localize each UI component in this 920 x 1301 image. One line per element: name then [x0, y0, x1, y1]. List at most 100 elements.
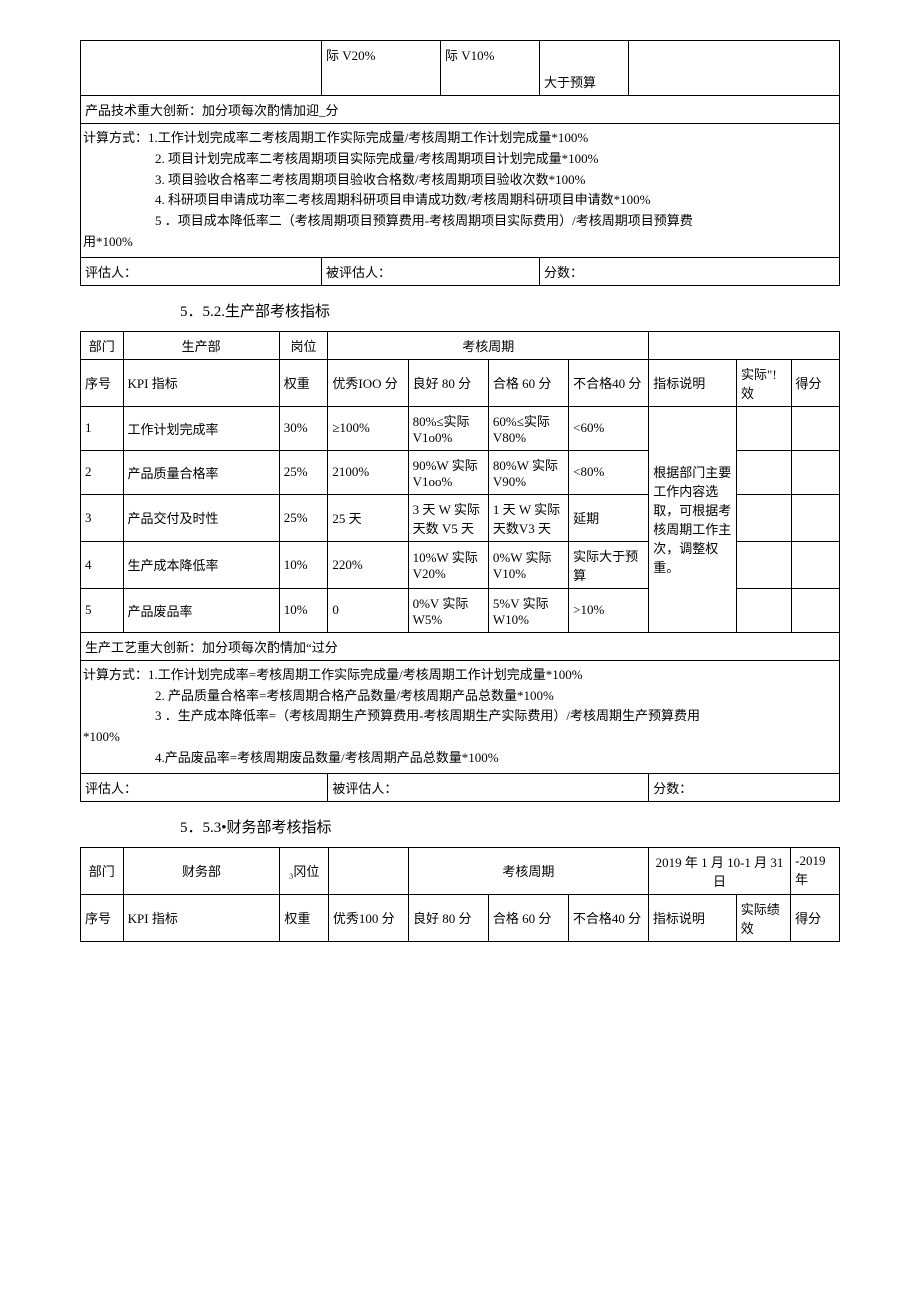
- fin-post-empty: [328, 847, 408, 894]
- prod-r2-c: 80%W 实际V90%: [488, 450, 568, 494]
- prod-r4-score: [791, 541, 839, 588]
- fin-h-score: 得分: [791, 894, 840, 941]
- fin-h-pass: 合格 60 分: [488, 894, 568, 941]
- prod-post-label: 岗位: [279, 331, 328, 359]
- prod-r2-b: 90%W 实际V1oo%: [408, 450, 488, 494]
- calc-prefix2: 计算方式：: [83, 667, 148, 682]
- fin-h-actual: 实际绩效: [736, 894, 790, 941]
- prod-h-seq: 序号: [81, 359, 124, 406]
- prod-calc4: 4.产品废品率=考核周期废品数量/考核周期产品总数量*100%: [83, 748, 837, 769]
- prod-evaluatee: 被评估人：: [328, 773, 649, 801]
- prod-h-good: 良好 80 分: [408, 359, 488, 406]
- fin-h-seq: 序号: [81, 894, 124, 941]
- prod-r5-c: 5%V 实际 W10%: [488, 588, 568, 632]
- prod-h-excellent: 优秀IOO 分: [328, 359, 408, 406]
- prod-h-score: 得分: [791, 359, 839, 406]
- fin-h-desc: 指标说明: [648, 894, 736, 941]
- fin-post-label: ₃冈位: [280, 847, 329, 894]
- prod-bonus-row: 生产工艺重大创新：加分项每次酌情加“过分: [81, 632, 840, 660]
- prod-h-actual: 实际"!效: [737, 359, 791, 406]
- prod-r5-kpi: 产品废品率: [123, 588, 279, 632]
- fin-h-weight: 权重: [280, 894, 329, 941]
- prod-r1-kpi: 工作计划完成率: [123, 406, 279, 450]
- fin-period-label: 考核周期: [408, 847, 648, 894]
- prod-r2-seq: 2: [81, 450, 124, 494]
- prod-r1-d: <60%: [569, 406, 649, 450]
- frag-cell-v10: 际 V10%: [441, 41, 540, 69]
- prod-period-empty: [649, 331, 840, 359]
- prod-desc-merged: 根据部门主要工作内容选取，可根据考核周期工作主次，调整权重。: [649, 406, 737, 632]
- calc-line3: 3. 项目验收合格率二考核周期项目验收合格数/考核周期项目验收次数*100%: [83, 170, 837, 191]
- prod-r3-act: [737, 494, 791, 541]
- prod-calc2: 2. 产品质量合格率=考核周期合格产品数量/考核周期产品总数量*100%: [83, 686, 837, 707]
- prod-dept-value: 生产部: [123, 331, 279, 359]
- prod-evaluator: 评估人：: [81, 773, 328, 801]
- prod-r2-wt: 25%: [279, 450, 328, 494]
- fin-dept-value: 财务部: [123, 847, 280, 894]
- prod-h-kpi: KPI 指标: [123, 359, 279, 406]
- frag-cell-b2: [441, 68, 540, 96]
- prod-r3-d: 延期: [569, 494, 649, 541]
- prod-r4-act: [737, 541, 791, 588]
- frag-cell-b1: [322, 68, 441, 96]
- prod-r5-score: [791, 588, 839, 632]
- prod-r4-c: 0%W 实际V10%: [488, 541, 568, 588]
- prod-r2-d: <80%: [569, 450, 649, 494]
- calc-line1: 1.工作计划完成率二考核周期工作实际完成量/考核周期工作计划完成量*100%: [148, 130, 588, 145]
- prod-h-fail: 不合格40 分: [569, 359, 649, 406]
- prod-r4-b: 10%W 实际V20%: [408, 541, 488, 588]
- fin-h-good: 良好 80 分: [408, 894, 488, 941]
- prod-r4-kpi: 生产成本降低率: [123, 541, 279, 588]
- frag-cell-empty2: [540, 41, 629, 69]
- prod-r3-kpi: 产品交付及时性: [123, 494, 279, 541]
- prod-r2-act: [737, 450, 791, 494]
- prod-r1-a: ≥100%: [328, 406, 408, 450]
- table-row: 1 工作计划完成率 30% ≥100% 80%≤实际 V1o0% 60%≤实际V…: [81, 406, 840, 450]
- prod-r4-a: 220%: [328, 541, 408, 588]
- prod-r1-b: 80%≤实际 V1o0%: [408, 406, 488, 450]
- prod-period-label: 考核周期: [328, 331, 649, 359]
- prod-r3-b: 3 天 W 实际天数 V5 天: [408, 494, 488, 541]
- tech-evaluatee: 被评估人：: [322, 257, 540, 285]
- prod-r2-score: [791, 450, 839, 494]
- tech-table-fragment: 际 V20% 际 V10% 大于预算 产品技术重大创新：加分项每次酌情加迎_分 …: [80, 40, 840, 286]
- frag-cell-gtbudget: 大于预算: [540, 68, 629, 96]
- prod-r5-a: 0: [328, 588, 408, 632]
- prod-r5-wt: 10%: [279, 588, 328, 632]
- frag-cell-empty3: [629, 41, 840, 96]
- tech-calc-block: 计算方式：1.工作计划完成率二考核周期工作实际完成量/考核周期工作计划完成量*1…: [81, 124, 840, 258]
- calc-line2: 2. 项目计划完成率二考核周期项目实际完成量/考核周期项目计划完成量*100%: [83, 149, 837, 170]
- prod-r1-score: [791, 406, 839, 450]
- fin-date2: -2019 年: [791, 847, 840, 894]
- calc-line5: 5 ．项目成本降低率二（考核周期项目预算费用-考核周期项目实际费用）/考核周期项…: [83, 211, 837, 232]
- prod-h-pass: 合格 60 分: [488, 359, 568, 406]
- prod-r4-seq: 4: [81, 541, 124, 588]
- tech-bonus-row: 产品技术重大创新：加分项每次酌情加迎_分: [81, 96, 840, 124]
- prod-r5-d: >10%: [569, 588, 649, 632]
- prod-r5-seq: 5: [81, 588, 124, 632]
- finance-table: 部门 财务部 ₃冈位 考核周期 2019 年 1 月 10-1 月 31日 -2…: [80, 847, 840, 942]
- prod-r5-b: 0%V 实际W5%: [408, 588, 488, 632]
- prod-r1-wt: 30%: [279, 406, 328, 450]
- tech-score: 分数：: [540, 257, 840, 285]
- production-table: 部门 生产部 岗位 考核周期 序号 KPI 指标 权重 优秀IOO 分 良好 8…: [80, 331, 840, 802]
- prod-score: 分数：: [649, 773, 840, 801]
- prod-calc-block: 计算方式：1.工作计划完成率=考核周期工作实际完成量/考核周期工作计划完成量*1…: [81, 660, 840, 773]
- prod-r3-c: 1 天 W 实际天数V3 天: [488, 494, 568, 541]
- calc-prefix: 计算方式：: [83, 130, 148, 145]
- frag-cell-v20: 际 V20%: [322, 41, 441, 69]
- prod-r4-d: 实际大于预算: [569, 541, 649, 588]
- frag-cell-empty1: [81, 41, 322, 96]
- prod-r3-score: [791, 494, 839, 541]
- prod-r1-seq: 1: [81, 406, 124, 450]
- prod-h-desc: 指标说明: [649, 359, 737, 406]
- calc-line5b: 用*100%: [83, 234, 133, 249]
- prod-r2-kpi: 产品质量合格率: [123, 450, 279, 494]
- prod-calc3: 3 ．生产成本降低率=（考核周期生产预算费用-考核周期生产实际费用）/考核周期生…: [83, 706, 837, 727]
- prod-calc1: 1.工作计划完成率=考核周期工作实际完成量/考核周期工作计划完成量*100%: [148, 667, 583, 682]
- prod-r4-wt: 10%: [279, 541, 328, 588]
- heading-finance: 5．5.3•财务部考核指标: [180, 816, 840, 837]
- calc-line4: 4. 科研项目申请成功率二考核周期科研项目申请成功数/考核周期科研项目申请数*1…: [83, 190, 837, 211]
- fin-dept-label: 部门: [81, 847, 124, 894]
- fin-h-excellent: 优秀100 分: [328, 894, 408, 941]
